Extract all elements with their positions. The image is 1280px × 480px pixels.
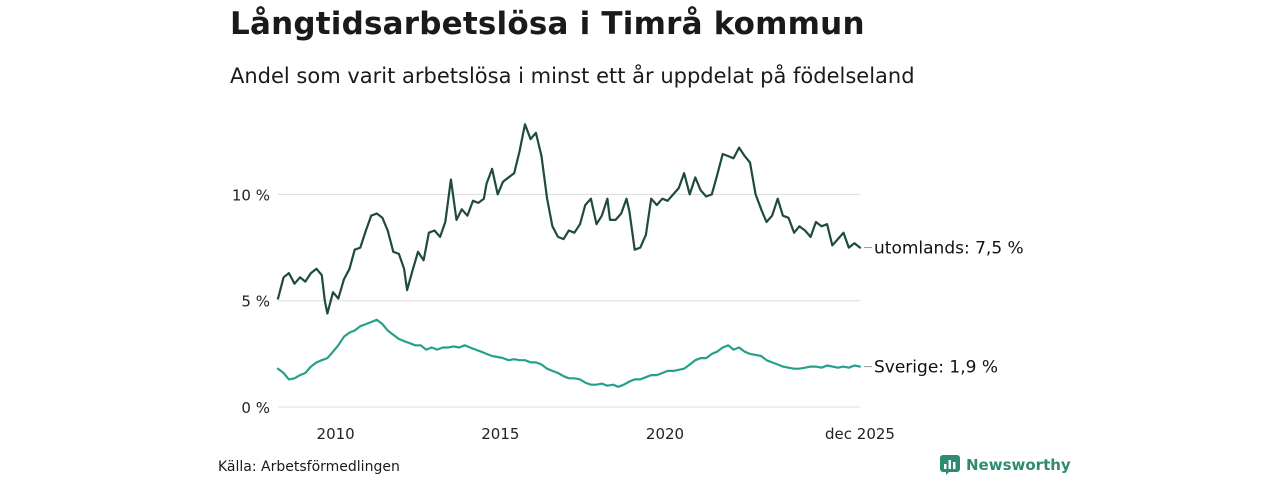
chart-title: Långtidsarbetslösa i Timrå kommun xyxy=(230,6,865,42)
label-layer: utomlands: 7,5 % Sverige: 1,9 % xyxy=(864,239,1024,378)
x-tick-label: 2020 xyxy=(646,425,684,443)
series-line-utomlands xyxy=(276,123,862,315)
y-tick-label: 10 % xyxy=(232,186,270,204)
chart-subtitle: Andel som varit arbetslösa i minst ett å… xyxy=(230,64,915,88)
brand-logo: Newsworthy xyxy=(940,455,1071,475)
y-tick-label: 0 % xyxy=(241,399,270,417)
x-tick-label: 2015 xyxy=(481,425,519,443)
grid-layer xyxy=(278,193,860,408)
axis-layer: 0 % 5 % 10 % 2010 2015 2020 dec 2025 xyxy=(232,186,895,443)
series-line-sverige xyxy=(276,318,862,388)
y-tick-label: 5 % xyxy=(241,293,270,311)
bar-chart-icon xyxy=(940,455,960,475)
series-end-label: utomlands: 7,5 % xyxy=(874,239,1024,259)
x-tick-label: 2010 xyxy=(317,425,355,443)
x-tick-label: dec 2025 xyxy=(825,425,895,443)
series-layer xyxy=(276,123,862,388)
series-end-label: Sverige: 1,9 % xyxy=(874,358,998,378)
source-note: Källa: Arbetsförmedlingen xyxy=(218,459,400,475)
brand-name: Newsworthy xyxy=(966,456,1071,474)
